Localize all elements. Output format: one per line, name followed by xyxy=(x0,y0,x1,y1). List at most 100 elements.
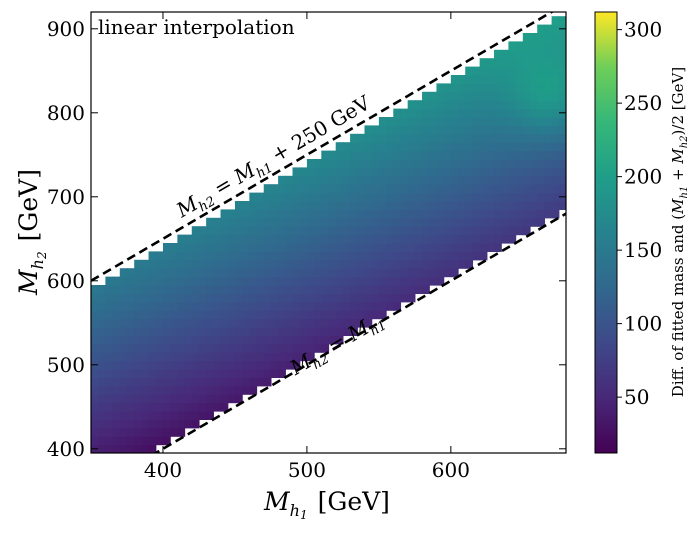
heatmap-cell xyxy=(91,394,99,404)
heatmap-cell xyxy=(270,310,279,320)
heatmap-cell xyxy=(155,436,164,446)
heatmap-cell xyxy=(170,343,178,353)
heatmap-cell xyxy=(407,251,416,261)
heatmap-cell xyxy=(198,343,207,353)
heatmap-cell xyxy=(328,192,337,202)
heatmap-cell xyxy=(256,327,265,336)
heatmap-cell xyxy=(558,33,566,42)
heatmap-cell xyxy=(522,33,531,42)
heatmap-cell xyxy=(314,259,322,269)
heatmap-cell xyxy=(544,133,553,143)
heatmap-cell xyxy=(234,369,243,378)
heatmap-cell xyxy=(443,243,452,252)
heatmap-cell xyxy=(162,427,171,437)
heatmap-cell xyxy=(134,436,142,446)
heatmap-cell xyxy=(407,226,416,236)
heatmap-cell xyxy=(515,209,524,219)
heatmap-cell xyxy=(386,285,394,294)
heatmap-cell xyxy=(494,167,502,177)
heatmap-cell xyxy=(350,318,358,328)
heatmap-cell xyxy=(270,251,279,261)
heatmap-cell xyxy=(206,411,214,420)
heatmap-cell xyxy=(141,360,150,370)
heatmap-cell xyxy=(357,201,366,210)
heatmap-cell xyxy=(472,125,481,135)
heatmap-cell xyxy=(386,184,394,194)
x-tick-label: 400 xyxy=(144,458,182,482)
heatmap-cell xyxy=(119,360,128,370)
heatmap-cell xyxy=(494,58,502,68)
heatmap-cell xyxy=(306,167,315,177)
heatmap-cell xyxy=(321,251,330,261)
heatmap-cell xyxy=(220,276,229,286)
heatmap-cell xyxy=(364,234,373,244)
heatmap-cell xyxy=(213,268,222,278)
heatmap-cell xyxy=(234,310,243,320)
heatmap-cell xyxy=(436,83,445,93)
heatmap-cell xyxy=(335,184,344,194)
heatmap-cell xyxy=(357,276,366,286)
heatmap-cell xyxy=(458,91,466,101)
heatmap-cell xyxy=(191,360,200,370)
heatmap-cell xyxy=(242,268,250,278)
heatmap-cell xyxy=(530,49,538,59)
y-axis-title: Mh2[GeV] xyxy=(14,169,49,296)
heatmap-cell xyxy=(544,125,553,135)
heatmap-cell xyxy=(184,335,193,345)
heatmap-cell xyxy=(328,268,337,278)
heatmap-cell xyxy=(472,159,481,168)
heatmap-cell xyxy=(249,226,258,236)
heatmap-cell xyxy=(91,411,99,420)
heatmap-cell xyxy=(134,301,142,311)
heatmap-cell xyxy=(191,402,200,412)
heatmap-cell xyxy=(494,150,502,160)
heatmap-cell xyxy=(119,436,128,446)
heatmap-cell xyxy=(443,91,452,101)
heatmap-cell xyxy=(501,58,510,68)
heatmap-cell xyxy=(141,394,150,404)
heatmap-cell xyxy=(371,251,380,261)
heatmap-cell xyxy=(551,100,560,110)
heatmap-cell xyxy=(386,175,394,185)
heatmap-cell xyxy=(378,159,387,168)
heatmap-cell xyxy=(443,184,452,194)
heatmap-cell xyxy=(206,251,214,261)
heatmap-cell xyxy=(342,234,351,244)
heatmap-cell xyxy=(263,259,272,269)
heatmap-cell xyxy=(364,310,373,320)
heatmap-cell xyxy=(292,251,301,261)
heatmap-cell xyxy=(263,226,272,236)
heatmap-cell xyxy=(436,234,445,244)
heatmap-cell xyxy=(234,234,243,244)
heatmap-cell xyxy=(508,83,517,93)
heatmap-cell xyxy=(263,310,272,320)
heatmap-cell xyxy=(177,369,186,378)
heatmap-cell xyxy=(537,142,546,152)
heatmap-cell xyxy=(350,293,358,303)
heatmap-cell xyxy=(414,133,423,143)
heatmap-cell xyxy=(350,285,358,294)
heatmap-cell xyxy=(414,201,423,210)
heatmap-cell xyxy=(479,117,488,126)
heatmap-cell xyxy=(321,226,330,236)
heatmap-cell xyxy=(465,159,474,168)
heatmap-cell xyxy=(242,310,250,320)
heatmap-cell xyxy=(501,159,510,168)
heatmap-cell xyxy=(551,108,560,118)
heatmap-cell xyxy=(256,201,265,210)
heatmap-cell xyxy=(378,150,387,160)
heatmap-cell xyxy=(544,100,553,110)
heatmap-cell xyxy=(393,117,402,126)
heatmap-cell xyxy=(270,226,279,236)
heatmap-cell xyxy=(393,125,402,135)
heatmap-cell xyxy=(148,327,157,336)
heatmap-cell xyxy=(515,226,524,236)
heatmap-cell xyxy=(213,394,222,404)
heatmap-cell xyxy=(479,66,488,76)
heatmap-cell xyxy=(350,167,358,177)
heatmap-cell xyxy=(263,343,272,353)
heatmap-cell xyxy=(191,327,200,336)
heatmap-cell xyxy=(328,301,337,311)
heatmap-cell xyxy=(162,360,171,370)
heatmap-cell xyxy=(558,150,566,160)
